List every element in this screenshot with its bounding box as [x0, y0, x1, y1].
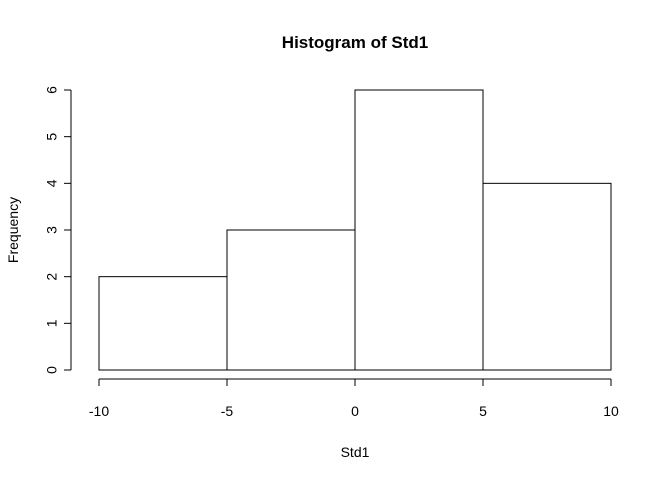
y-axis: 0 1 2 3 4 5 6	[44, 86, 72, 374]
x-axis: -10 -5 0 5 10	[89, 378, 619, 419]
histogram-bar-1	[226, 229, 356, 371]
x-tick-label: -5	[221, 403, 234, 419]
x-tick-label: 0	[351, 403, 359, 419]
histogram-bar-2	[354, 89, 484, 371]
y-tick-label: 5	[44, 133, 60, 141]
y-axis-label: Frequency	[5, 197, 21, 263]
x-tick-label: 5	[479, 403, 487, 419]
histogram-bar-3	[482, 182, 612, 371]
y-tick-label: 0	[44, 366, 60, 374]
x-axis-label: Std1	[341, 444, 370, 460]
x-tick-label: 10	[603, 403, 619, 419]
histogram-bars	[98, 89, 612, 371]
y-tick-label: 2	[44, 273, 60, 281]
chart-title: Histogram of Std1	[282, 33, 428, 52]
y-tick-label: 6	[44, 86, 60, 94]
histogram-bar-0	[98, 276, 228, 371]
x-tick-label: -10	[89, 403, 109, 419]
y-tick-label: 3	[44, 226, 60, 234]
y-tick-label: 4	[44, 179, 60, 187]
y-tick-label: 1	[44, 319, 60, 327]
